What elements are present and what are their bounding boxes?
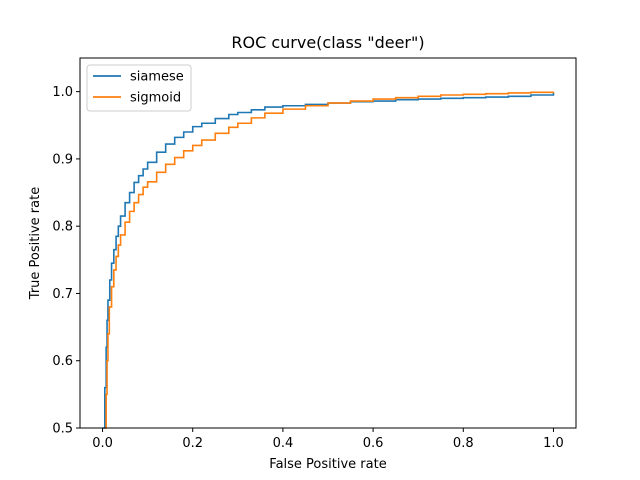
y-tick-label: 0.8 bbox=[52, 220, 73, 235]
x-tick-label: 0.8 bbox=[453, 436, 474, 451]
y-tick-label: 0.5 bbox=[52, 422, 73, 437]
x-tick-label: 0.4 bbox=[273, 436, 294, 451]
legend: siamese sigmoid bbox=[86, 64, 192, 112]
y-axis-label: True Positive rate bbox=[28, 187, 43, 300]
series-line-siamese bbox=[102, 92, 555, 429]
x-tick-label: 0.0 bbox=[92, 436, 113, 451]
x-tick-label: 0.2 bbox=[182, 436, 203, 451]
plot-frame bbox=[79, 57, 577, 429]
x-axis: 0.0 0.2 0.4 0.6 0.8 1.0 bbox=[92, 428, 564, 451]
x-tick-label: 1.0 bbox=[543, 436, 564, 451]
x-tick-label: 0.6 bbox=[363, 436, 384, 451]
y-tick-label: 0.6 bbox=[52, 354, 73, 369]
x-axis-label: False Positive rate bbox=[269, 457, 386, 472]
series-line-sigmoid bbox=[104, 91, 555, 429]
y-tick-label: 1.0 bbox=[52, 85, 73, 100]
y-axis: 0.5 0.6 0.7 0.8 0.9 1.0 bbox=[52, 85, 80, 437]
chart-title: ROC curve(class "deer") bbox=[231, 33, 424, 52]
legend-label-sigmoid: sigmoid bbox=[130, 91, 181, 106]
y-tick-label: 0.9 bbox=[52, 152, 73, 167]
plot-area bbox=[102, 91, 555, 429]
legend-label-siamese: siamese bbox=[130, 70, 184, 85]
y-tick-label: 0.7 bbox=[52, 287, 73, 302]
